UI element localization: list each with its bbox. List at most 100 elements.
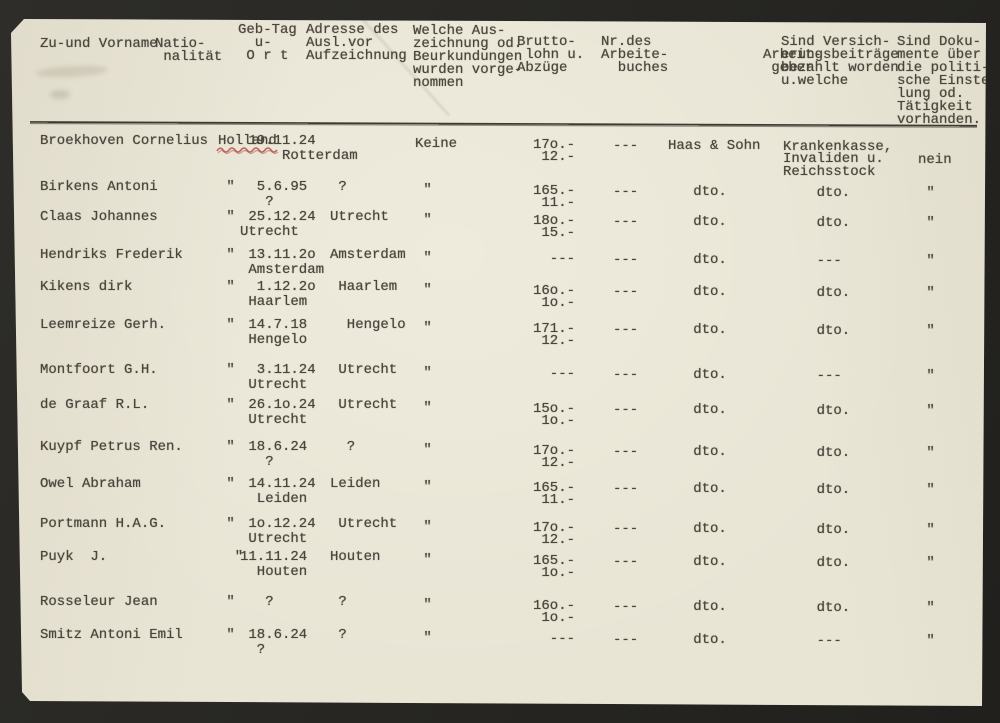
cell-nationality: " (218, 627, 235, 643)
cell-name: Portmann H.A.G. (40, 516, 167, 532)
cell-distinction: " (415, 320, 432, 336)
column-header-address: Adresse des Ausl.vor Aufzeichnung (306, 22, 407, 64)
cell-nationality: " (218, 247, 235, 263)
column-header-name: Zu-und Vorname (40, 36, 158, 52)
cell-name: Owel Abraham (40, 476, 141, 492)
cell-wage: 1o.- (533, 413, 576, 429)
cell-distinction: " (415, 212, 432, 228)
cell-birth: 19.11.24 (240, 133, 316, 149)
cell-workbook: --- (613, 184, 639, 200)
cell-birth: ? (240, 594, 274, 610)
cell-birth: ? (240, 194, 274, 210)
cell-employer: dto. (668, 599, 727, 615)
cell-birth: 13.11.2o (240, 247, 316, 263)
cell-birth: 3.11.24 (240, 362, 316, 378)
cell-birth: 5.6.95 (240, 179, 308, 195)
cell-nationality: " (218, 476, 235, 492)
cell-workbook: --- (613, 632, 639, 648)
column-header-birth: Geb-Tag u- O r t (238, 22, 297, 64)
cell-distinction: " (415, 365, 432, 381)
cell-employer: dto. (668, 444, 727, 460)
cell-name: Rosseleur Jean (40, 594, 158, 610)
cell-workbook: --- (613, 322, 639, 338)
cell-wage: 16o.- (533, 598, 576, 614)
cell-birth: Leiden (240, 491, 308, 507)
stray-ink-mark: ' (91, 5, 101, 23)
cell-address: Houten (330, 549, 381, 565)
cell-wage: 1o.- (533, 295, 576, 311)
cell-wage: 11.- (533, 195, 576, 211)
cell-birth: 11.11.24 (240, 549, 308, 565)
cell-employer: Haas & Sohn (668, 138, 761, 154)
cell-wage: 17o.- (533, 137, 576, 153)
cell-insurance: --- (783, 368, 842, 384)
cell-documents: " (918, 285, 935, 301)
cell-workbook: --- (613, 214, 639, 230)
cell-birth: Utrecht (240, 377, 308, 393)
cell-birth: Rotterdam (240, 148, 358, 164)
cell-workbook: --- (613, 138, 639, 154)
cell-wage: --- (533, 366, 576, 382)
cell-wage: 1o.- (533, 610, 576, 626)
cell-distinction: " (415, 282, 432, 298)
cell-birth: ? (240, 454, 274, 470)
cell-employer: dto. (668, 402, 727, 418)
cell-distinction: " (415, 552, 432, 568)
column-header-employer: Arbeit- geber (763, 47, 822, 76)
red-underline-path (217, 149, 279, 155)
cell-workbook: --- (613, 367, 639, 383)
header-divider-line (29, 121, 978, 128)
cell-employer: dto. (668, 481, 727, 497)
cell-wage: 17o.- (533, 443, 576, 459)
cell-insurance: dto. (783, 185, 851, 201)
cell-birth: 1o.12.24 (240, 516, 316, 532)
cell-wage: --- (533, 251, 576, 267)
cell-birth: Utrecht (240, 224, 299, 240)
cell-wage: 1o.- (533, 565, 576, 581)
cell-address: ? (330, 439, 356, 455)
cell-distinction: " (415, 630, 432, 646)
cell-nationality: " (218, 439, 235, 455)
cell-birth: 18.6.24 (240, 439, 308, 455)
cell-insurance: dto. (783, 445, 851, 461)
cell-address: Hengelo (330, 317, 406, 333)
cell-workbook: --- (613, 444, 639, 460)
cell-employer: dto. (668, 554, 727, 570)
cell-name: Claas Johannes (40, 209, 158, 225)
cell-distinction: " (415, 250, 432, 266)
cell-insurance: dto. (783, 215, 851, 231)
column-header-nationality: Natio- nalität (155, 36, 223, 65)
cell-insurance: Reichsstock (783, 164, 876, 180)
cell-address: ? (330, 179, 347, 195)
cell-address: Leiden (330, 476, 381, 492)
cell-employer: dto. (668, 632, 727, 648)
cell-wage: 15o.- (533, 401, 576, 417)
cell-employer: dto. (668, 367, 727, 383)
cell-birth: ? (240, 642, 266, 658)
red-underline-mark (216, 147, 279, 155)
cell-birth: Hengelo (240, 332, 308, 348)
cell-documents: " (918, 323, 935, 339)
cell-wage: 18o.- (533, 213, 576, 229)
cell-birth: 18.6.24 (240, 627, 308, 643)
cell-birth: Utrecht (240, 412, 308, 428)
cell-name: Broekhoven Cornelius (40, 133, 209, 149)
cell-nationality: " (218, 362, 235, 378)
cell-insurance: Krankenkasse, (783, 139, 893, 155)
cell-insurance: Invaliden u. (783, 151, 884, 167)
cell-insurance: dto. (783, 285, 851, 301)
cell-documents: " (918, 445, 935, 461)
cell-wage: 16o.- (533, 283, 576, 299)
column-header-workbook: Nr.des Arbeite- buches (601, 34, 669, 76)
cell-name: Smitz Antoni Emil (40, 627, 183, 643)
cell-address: Amsterdam (330, 247, 406, 263)
cell-insurance: dto. (783, 555, 851, 571)
cell-documents: " (918, 215, 935, 231)
column-header-documents: Sind Doku- mente über die politi- sche E… (897, 34, 998, 128)
cell-insurance: --- (783, 633, 842, 649)
cell-insurance: --- (783, 253, 842, 269)
cell-wage: 12.- (533, 455, 576, 471)
cell-documents: " (918, 600, 935, 616)
